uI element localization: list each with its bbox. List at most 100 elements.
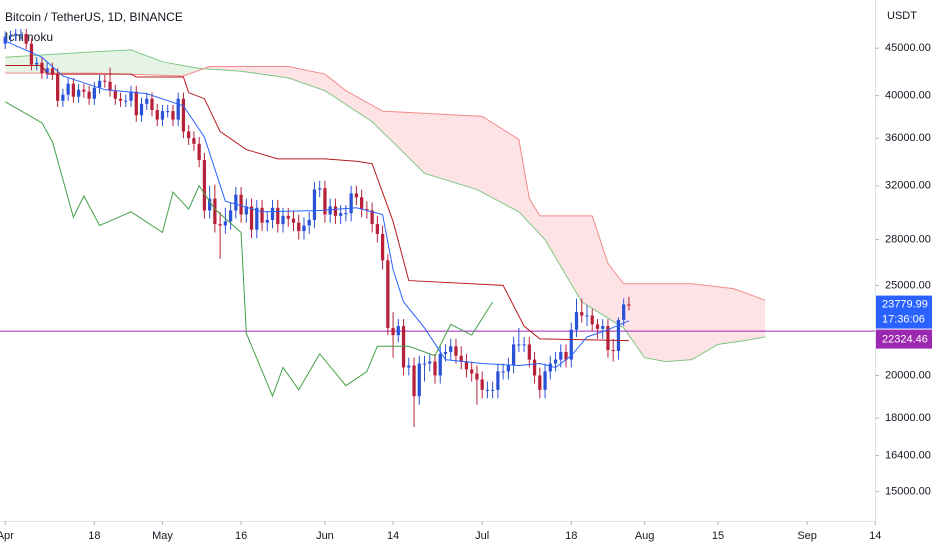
candle-body: [412, 365, 416, 397]
last-price-label: 23779.99: [882, 298, 928, 310]
y-tick-label: 36000.00: [885, 132, 931, 144]
candle-body: [333, 206, 338, 216]
x-tick-label: Apr: [0, 530, 14, 542]
candle-body: [454, 346, 458, 356]
y-tick-label: 20000.00: [885, 369, 931, 381]
candle-body: [14, 34, 18, 36]
cloud-fill-bearish: [204, 66, 766, 362]
candle-body: [82, 89, 86, 92]
y-tick-label: 32000.00: [885, 180, 931, 192]
candle-body: [506, 365, 510, 372]
x-tick-label: Jul: [475, 530, 489, 542]
candle-body: [375, 224, 379, 234]
currency-label: USDT: [887, 10, 917, 22]
indicator-line: [5, 65, 629, 342]
candle-body: [428, 361, 432, 364]
candle-body: [606, 326, 610, 351]
candle-body: [386, 260, 390, 328]
candle-body: [517, 344, 521, 346]
candle-body: [380, 233, 385, 261]
candle-body: [354, 193, 359, 198]
candle-body: [580, 312, 584, 316]
chart-title: Bitcoin / TetherUS, 1D, BINANCE: [5, 10, 183, 24]
candle-body: [569, 329, 573, 360]
candle-body: [234, 194, 238, 211]
candle-body: [265, 219, 269, 223]
candle-body: [223, 221, 227, 226]
candle-body: [553, 359, 558, 364]
candle-body: [595, 324, 600, 329]
candle-body: [45, 68, 49, 74]
candle-body: [50, 68, 55, 75]
candle-body: [401, 326, 406, 368]
candle-body: [396, 326, 400, 336]
level-box: [876, 329, 932, 349]
candle-body: [260, 207, 264, 223]
x-tick-label: Jun: [316, 530, 334, 542]
candle-body: [281, 215, 285, 225]
x-tick-label: 14: [387, 530, 399, 542]
candle-body: [113, 90, 117, 99]
candle-body: [496, 371, 500, 390]
candle-body: [171, 111, 175, 120]
candle-body: [391, 327, 395, 336]
candle-body: [255, 207, 259, 230]
last-price-box: [876, 295, 932, 329]
candle-body: [87, 91, 91, 99]
candle-body: [155, 110, 159, 120]
candle-body: [118, 98, 123, 101]
candle-body: [166, 111, 170, 113]
candle-body: [150, 98, 154, 111]
span-a-line: [5, 49, 766, 363]
candle-body: [270, 207, 275, 220]
candle-body: [8, 35, 13, 37]
y-tick-label: 16400.00: [885, 449, 931, 461]
candle-body: [449, 346, 453, 352]
candle-body: [181, 98, 186, 132]
indicator-line: [4, 101, 494, 398]
candle-body: [491, 389, 495, 391]
candle-body: [470, 369, 474, 374]
candle-body: [29, 43, 34, 65]
candle-body: [187, 131, 191, 139]
y-tick-label: 25000.00: [885, 279, 931, 291]
candle-body: [139, 103, 144, 116]
candle-body: [297, 222, 301, 232]
candle-body: [228, 210, 233, 222]
candle-body: [433, 361, 437, 376]
candle-body: [239, 194, 243, 215]
candle-body: [543, 371, 547, 390]
candle-body: [218, 224, 222, 226]
candle-body: [527, 344, 531, 360]
candle-body: [302, 225, 306, 232]
candle-body: [61, 94, 65, 101]
candle-body: [485, 389, 490, 391]
candle-body: [585, 315, 589, 317]
candle-body: [548, 363, 552, 372]
candle-body: [3, 36, 7, 44]
candle-body: [124, 100, 128, 102]
candle-body: [574, 312, 579, 330]
candle-body: [438, 353, 442, 376]
candle-body: [134, 91, 138, 116]
candle-body: [249, 206, 254, 230]
y-tick-label: 15000.00: [885, 485, 931, 497]
y-tick-label: 28000.00: [885, 234, 931, 246]
x-tick-label: 18: [565, 530, 577, 542]
candle-body: [522, 344, 526, 346]
indicator-line: [5, 40, 630, 369]
candle-body: [56, 74, 60, 101]
candle-body: [339, 213, 343, 216]
y-tick-label: 40000.00: [885, 90, 931, 102]
candle-body: [443, 351, 448, 354]
candle-body: [344, 213, 348, 215]
x-tick-label: 14: [869, 530, 881, 542]
x-tick-label: 18: [88, 530, 100, 542]
candle-body: [213, 198, 217, 225]
candle-body: [145, 98, 149, 104]
candle-body: [76, 89, 81, 97]
candle-body: [192, 138, 196, 144]
candle-body: [97, 80, 102, 88]
candle-body: [511, 344, 516, 366]
candle-body: [627, 304, 631, 306]
